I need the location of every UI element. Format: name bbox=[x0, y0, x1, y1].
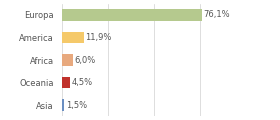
Bar bbox=[62, 54, 73, 66]
Bar bbox=[62, 99, 64, 111]
Text: 76,1%: 76,1% bbox=[204, 10, 230, 19]
Text: 6,0%: 6,0% bbox=[74, 55, 95, 65]
Bar bbox=[62, 32, 84, 43]
Text: 1,5%: 1,5% bbox=[66, 101, 87, 110]
Bar bbox=[62, 9, 202, 21]
Bar bbox=[62, 77, 70, 88]
Text: 4,5%: 4,5% bbox=[71, 78, 92, 87]
Text: 11,9%: 11,9% bbox=[85, 33, 111, 42]
